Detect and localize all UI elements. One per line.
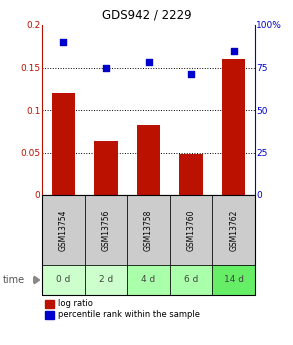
Text: 0 d: 0 d	[56, 276, 71, 285]
Text: 4 d: 4 d	[142, 276, 156, 285]
Bar	[222, 59, 246, 195]
Text: GSM13760: GSM13760	[187, 209, 196, 251]
Text: 14 d: 14 d	[224, 276, 244, 285]
Text: 6 d: 6 d	[184, 276, 198, 285]
Bar	[179, 154, 203, 195]
Text: 2 d: 2 d	[99, 276, 113, 285]
Point	[231, 48, 236, 53]
Text: GSM13756: GSM13756	[101, 209, 110, 251]
Point	[103, 65, 108, 70]
Text: percentile rank within the sample: percentile rank within the sample	[58, 310, 200, 319]
Bar	[94, 141, 117, 195]
Point	[61, 39, 66, 45]
Point	[146, 60, 151, 65]
Text: GSM13754: GSM13754	[59, 209, 68, 251]
Text: GDS942 / 2229: GDS942 / 2229	[102, 9, 191, 22]
Text: GSM13758: GSM13758	[144, 209, 153, 251]
Bar	[137, 125, 160, 195]
Text: log ratio: log ratio	[58, 299, 93, 308]
Point	[189, 71, 193, 77]
Bar	[52, 93, 75, 195]
Text: GSM13762: GSM13762	[229, 209, 238, 251]
Text: time: time	[3, 275, 25, 285]
